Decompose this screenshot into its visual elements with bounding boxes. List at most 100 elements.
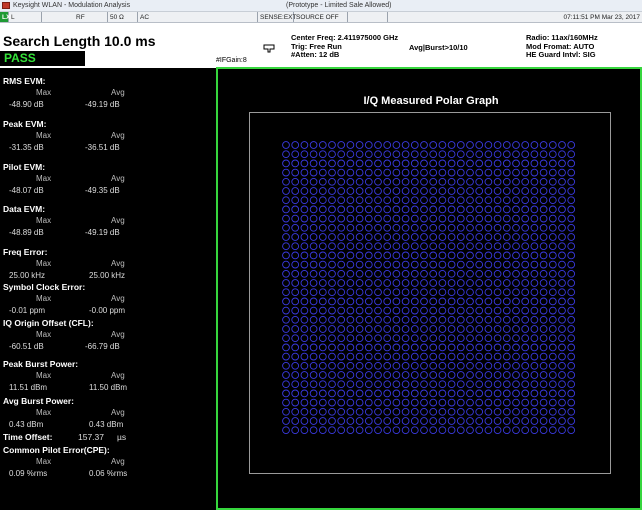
constellation-point [530,150,539,159]
constellation-point [475,205,484,214]
iq-constellation-plot[interactable] [249,112,611,474]
constellation-point [364,150,373,159]
guard-interval[interactable]: HE Guard Intvl: SIG [526,50,596,59]
constellation-point [567,260,576,269]
constellation-point [282,242,290,251]
search-length[interactable]: Search Length 10.0 ms [3,33,156,49]
constellation-point [493,315,502,324]
constellation-point [328,288,336,297]
constellation-point [438,306,447,315]
constellation-point [502,187,511,195]
constellation-point [447,141,456,149]
mod-format[interactable]: Mod Fromat: AUTO [526,41,595,51]
constellation-point [521,223,530,232]
constellation-point [539,196,548,205]
constellation-point [484,260,493,269]
constellation-point [530,196,539,205]
constellation-point [512,352,520,361]
constellation-point [548,223,557,232]
constellation-point [374,297,382,306]
constellation-point [438,343,447,352]
constellation-point [493,288,502,297]
constellation-point [567,196,576,205]
constellation-point [401,352,410,361]
constellation-point [512,297,520,306]
measurement-settings: Center Freq: 2.411975000 GHz Trig: Free … [291,33,399,60]
constellation-point [548,214,557,223]
constellation-point [420,352,428,361]
polar-graph-window[interactable]: I/Q Measured Polar Graph [216,67,642,510]
constellation-point [512,334,520,343]
constellation-point [521,315,530,324]
constellation-point [392,398,401,407]
constellation-point [374,242,382,251]
attenuation[interactable]: #Atten: 12 dB [291,50,340,59]
constellation-point [493,269,502,278]
constellation-point [502,343,511,352]
constellation-point [502,361,511,370]
trigger-source[interactable]: Trig: Free Run [291,41,342,51]
constellation-point [548,251,557,260]
constellation-point [318,159,327,168]
constellation-point [282,233,290,241]
constellation-point [282,315,290,324]
constellation-point [328,242,336,251]
constellation-point [502,371,511,379]
constellation-point [484,141,493,149]
constellation-point [548,297,557,306]
constellation-point [374,389,382,398]
max-value: 0.09 %rms [9,469,48,478]
constellation-point [493,325,502,333]
constellation-point [558,214,566,223]
constellation-point [309,260,318,269]
max-value: -0.01 ppm [9,306,46,315]
constellation-point [558,306,566,315]
constellation-point [282,251,290,260]
max-value: -31.35 dB [9,143,44,152]
constellation-point [355,205,364,214]
constellation-point [392,159,401,168]
constellation-point [521,288,530,297]
constellation-point [300,361,309,370]
constellation-point [337,352,346,361]
constellation-point [410,407,419,416]
constellation-point [318,251,327,260]
constellation-point [291,426,300,435]
constellation-point [383,251,392,260]
constellation-point [374,371,382,379]
constellation-point [374,279,382,287]
constellation-point [484,214,493,223]
constellation-point [521,352,530,361]
constellation-point [282,168,290,177]
constellation-point [291,389,300,398]
constellation-point [355,196,364,205]
constellation-point [364,361,373,370]
constellation-point [401,417,410,425]
rf-input-icon [263,44,275,53]
constellation-point [410,223,419,232]
constellation-point [475,361,484,370]
metric-title: Symbol Clock Error: [3,282,86,292]
constellation-point [484,352,493,361]
constellation-point [374,269,382,278]
constellation-point [447,288,456,297]
constellation-point [410,177,419,186]
constellation-point [300,371,309,379]
constellation-point [438,150,447,159]
constellation-point [438,389,447,398]
constellation-point [475,223,484,232]
radio-standard[interactable]: Radio: 11ax/160MHz [526,33,598,42]
constellation-point [475,196,484,205]
constellation-point [493,260,502,269]
constellation-point [420,325,428,333]
constellation-point [521,389,530,398]
constellation-point [558,417,566,425]
constellation-point [364,306,373,315]
constellation-point [401,297,410,306]
constellation-point [521,233,530,241]
constellation-point [383,398,392,407]
constellation-point [355,398,364,407]
constellation-point [355,269,364,278]
constellation-point [466,417,474,425]
center-freq[interactable]: Center Freq: 2.411975000 GHz [291,33,399,42]
